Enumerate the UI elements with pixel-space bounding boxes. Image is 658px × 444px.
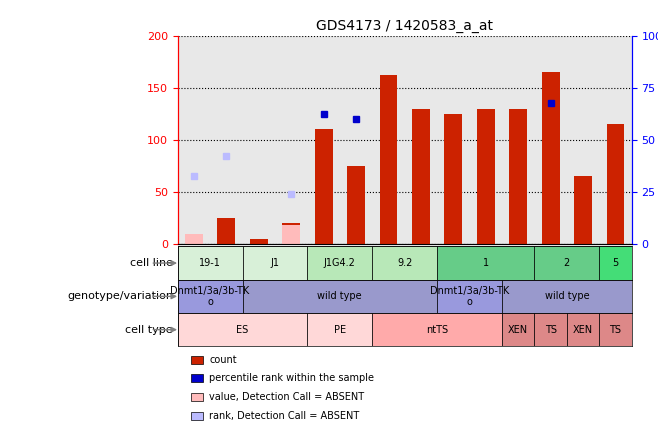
Bar	[243, 246, 307, 280]
Bar	[567, 313, 599, 346]
Bar	[534, 313, 567, 346]
Text: 19-1: 19-1	[199, 258, 221, 268]
Text: wild type: wild type	[318, 291, 362, 301]
Text: genotype/variation: genotype/variation	[67, 291, 173, 301]
Text: TS: TS	[609, 325, 621, 335]
Bar	[178, 280, 243, 313]
Bar	[282, 226, 300, 244]
Title: GDS4173 / 1420583_a_at: GDS4173 / 1420583_a_at	[316, 19, 493, 33]
Text: Dnmt1/3a/3b-TK
o: Dnmt1/3a/3b-TK o	[430, 285, 509, 307]
Bar	[372, 313, 502, 346]
Bar	[502, 313, 534, 346]
Bar	[542, 72, 559, 244]
Text: J1G4.2: J1G4.2	[324, 258, 356, 268]
Text: 5: 5	[613, 258, 619, 268]
Bar	[534, 246, 599, 280]
Text: rank, Detection Call = ABSENT: rank, Detection Call = ABSENT	[209, 411, 359, 420]
Bar	[372, 246, 437, 280]
Bar	[347, 166, 365, 244]
Text: XEN: XEN	[508, 325, 528, 335]
Text: Dnmt1/3a/3b-TK
o: Dnmt1/3a/3b-TK o	[170, 285, 250, 307]
Text: PE: PE	[334, 325, 346, 335]
Bar	[250, 239, 268, 244]
Bar	[315, 130, 332, 244]
Text: 1: 1	[483, 258, 489, 268]
Text: cell type: cell type	[126, 325, 173, 335]
Text: J1: J1	[270, 258, 280, 268]
Bar	[607, 124, 624, 244]
Bar	[282, 223, 300, 244]
Text: value, Detection Call = ABSENT: value, Detection Call = ABSENT	[209, 392, 365, 402]
Text: 2: 2	[564, 258, 570, 268]
Text: cell line: cell line	[130, 258, 173, 268]
Bar	[307, 246, 372, 280]
Bar	[380, 75, 397, 244]
Bar	[217, 218, 235, 244]
Bar	[178, 246, 243, 280]
Text: ES: ES	[236, 325, 249, 335]
Bar	[437, 246, 534, 280]
Bar	[599, 246, 632, 280]
Bar	[412, 109, 430, 244]
Bar	[502, 280, 632, 313]
Bar	[599, 313, 632, 346]
Bar	[444, 114, 462, 244]
Bar	[178, 313, 307, 346]
Text: TS: TS	[545, 325, 557, 335]
Text: ntTS: ntTS	[426, 325, 448, 335]
Bar	[307, 313, 372, 346]
Text: count: count	[209, 355, 237, 365]
Bar	[185, 234, 203, 244]
Text: 9.2: 9.2	[397, 258, 413, 268]
Text: wild type: wild type	[545, 291, 589, 301]
Bar	[574, 176, 592, 244]
Bar	[509, 109, 527, 244]
Bar	[437, 280, 502, 313]
Bar	[477, 109, 495, 244]
Bar	[243, 280, 437, 313]
Text: percentile rank within the sample: percentile rank within the sample	[209, 373, 374, 383]
Text: XEN: XEN	[573, 325, 593, 335]
